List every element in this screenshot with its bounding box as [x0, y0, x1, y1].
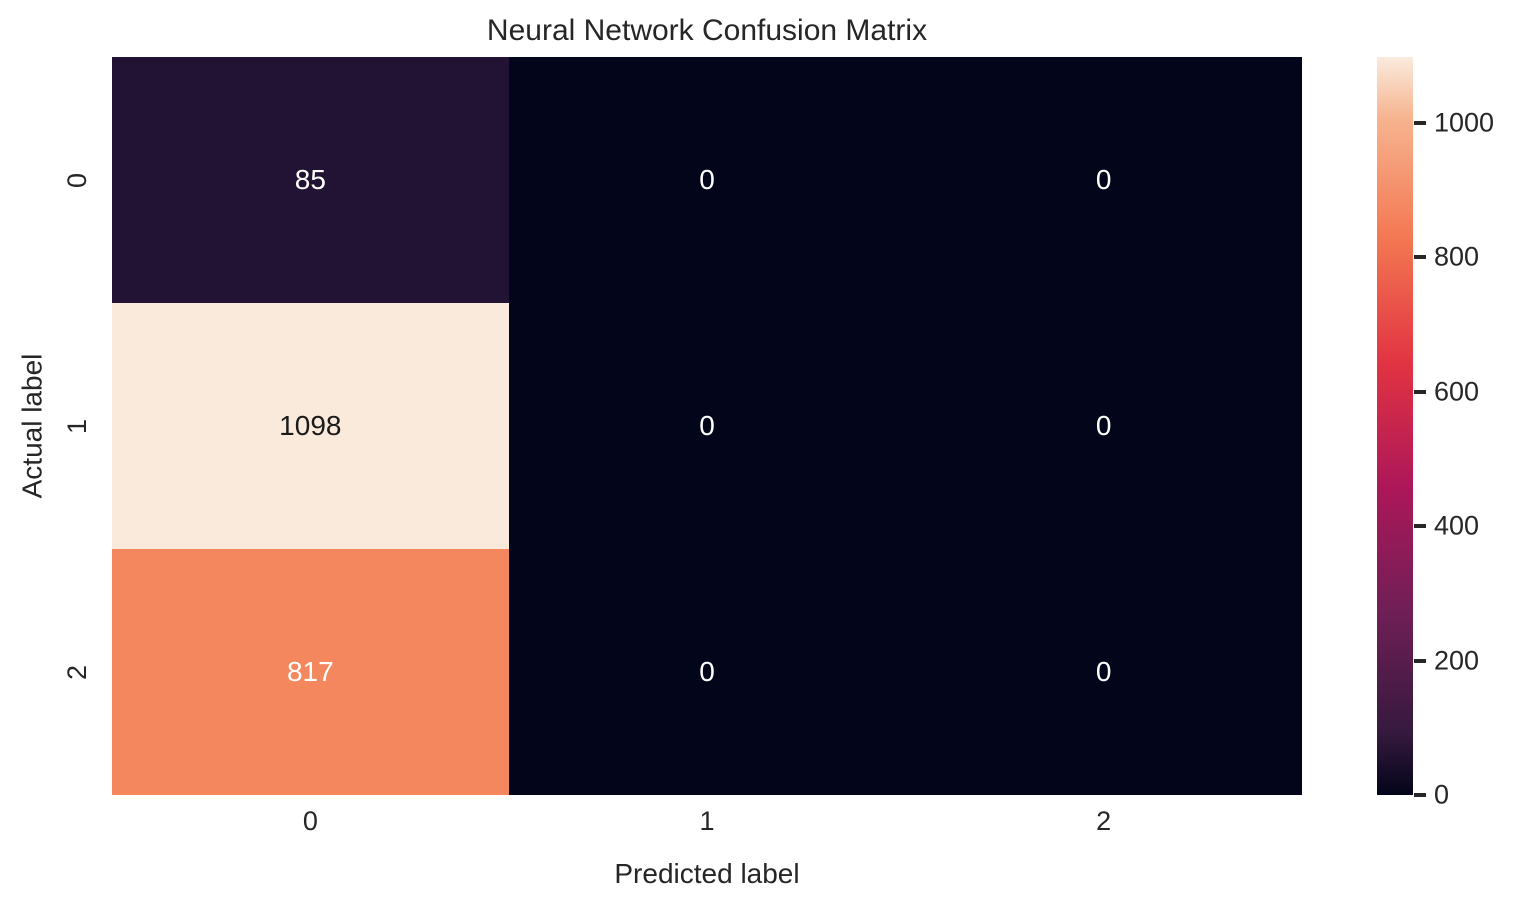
cell-value: 0 [1095, 410, 1112, 441]
heatmap-cell-r0-c1: 0 [508, 57, 906, 303]
x-axis-label: Predicted label [614, 858, 800, 889]
colorbar-tick-label-0: 0 [1434, 779, 1450, 810]
cell-value: 0 [699, 164, 715, 195]
colorbar [1377, 57, 1413, 795]
cell-value: 817 [286, 656, 334, 687]
colorbar-tick-mark-0 [1414, 793, 1426, 797]
cell-value: 0 [699, 410, 715, 441]
cell-value: 1098 [279, 410, 342, 441]
heatmap-cell-r0-c2: 0 [905, 57, 1302, 303]
y-tick-label-text: 0 [62, 172, 93, 188]
x-tick-label-2: 2 [1096, 806, 1112, 836]
y-tick-label-text: 2 [62, 664, 93, 680]
heatmap-grid: 85 0 0 1098 0 0 817 0 0 [112, 57, 1302, 795]
heatmap-cell-r2-c1: 0 [508, 549, 906, 795]
colorbar-tick-mark-800 [1414, 255, 1426, 260]
heatmap-cell-r0-c0: 85 [112, 57, 509, 303]
heatmap-cell-r2-c0: 817 [112, 549, 509, 795]
heatmap-cell-r1-c1: 0 [508, 303, 906, 549]
heatmap-cell-r2-c2: 0 [905, 549, 1302, 795]
colorbar-tick-mark-600 [1414, 389, 1426, 394]
y-axis-label-text: Actual label [16, 353, 48, 499]
colorbar-tick-label-200: 200 [1434, 645, 1480, 676]
heatmap-cell-r1-c2: 0 [905, 303, 1302, 549]
x-tick-label-0: 0 [302, 806, 318, 836]
colorbar-tick-label-1000: 1000 [1434, 107, 1495, 138]
colorbar-tick-label-800: 800 [1434, 241, 1480, 272]
colorbar-tick-label-600: 600 [1434, 376, 1480, 407]
y-tick-label-text: 1 [62, 418, 93, 434]
x-tick-label-1: 1 [699, 806, 715, 836]
heatmap-cell-r1-c0: 1098 [112, 303, 509, 549]
chart-title: Neural Network Confusion Matrix [486, 14, 928, 47]
colorbar-tick-mark-400 [1414, 524, 1426, 529]
cell-value: 0 [699, 656, 715, 687]
cell-value: 85 [294, 164, 326, 195]
colorbar-tick-mark-1000 [1414, 120, 1426, 125]
cell-value: 0 [1095, 164, 1112, 195]
colorbar-tick-label-400: 400 [1434, 510, 1480, 541]
colorbar-tick-mark-200 [1414, 658, 1426, 663]
cell-value: 0 [1095, 656, 1112, 687]
